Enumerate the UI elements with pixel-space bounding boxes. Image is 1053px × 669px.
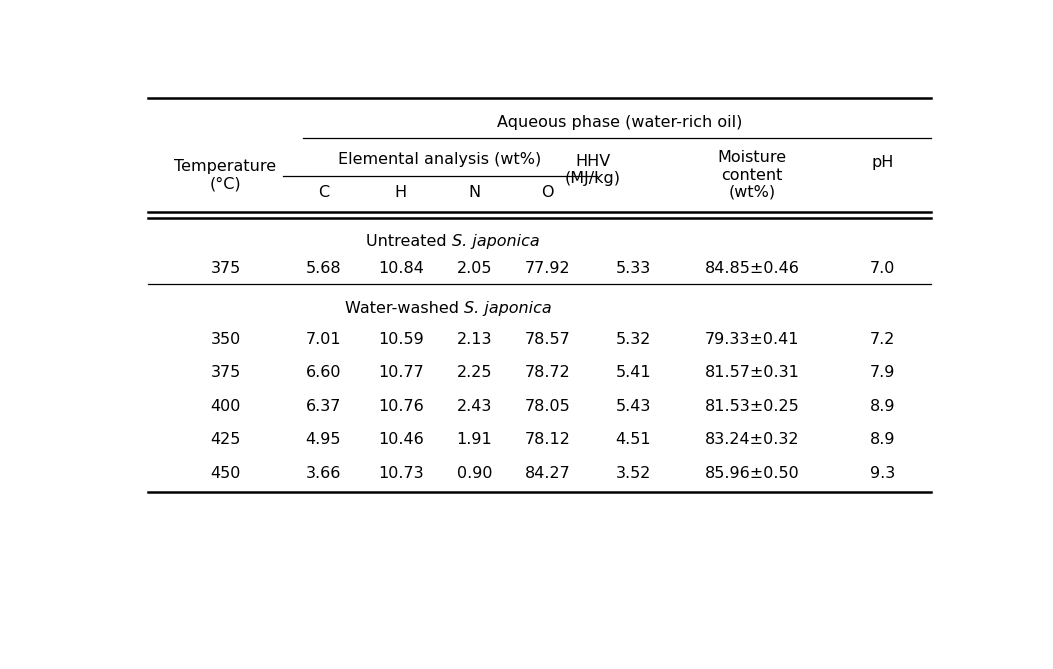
Text: 5.32: 5.32: [616, 332, 651, 347]
Text: 78.57: 78.57: [525, 332, 571, 347]
Text: 2.13: 2.13: [457, 332, 492, 347]
Text: 84.27: 84.27: [525, 466, 571, 481]
Text: 4.95: 4.95: [305, 432, 341, 448]
Text: 78.72: 78.72: [525, 365, 571, 381]
Text: Moisture
content
(wt%): Moisture content (wt%): [717, 150, 787, 200]
Text: 78.12: 78.12: [524, 432, 571, 448]
Text: 3.52: 3.52: [616, 466, 651, 481]
Text: 8.9: 8.9: [870, 432, 895, 448]
Text: 425: 425: [211, 432, 241, 448]
Text: 0.90: 0.90: [457, 466, 492, 481]
Text: 83.24±0.32: 83.24±0.32: [704, 432, 799, 448]
Text: 81.57±0.31: 81.57±0.31: [704, 365, 799, 381]
Text: 7.01: 7.01: [305, 332, 341, 347]
Text: 10.84: 10.84: [378, 261, 424, 276]
Text: 375: 375: [211, 365, 240, 381]
Text: 5.33: 5.33: [616, 261, 651, 276]
Text: 3.66: 3.66: [305, 466, 341, 481]
Text: S. japonica: S. japonica: [452, 233, 539, 248]
Text: 2.25: 2.25: [457, 365, 492, 381]
Text: pH: pH: [871, 155, 894, 170]
Text: 10.73: 10.73: [378, 466, 423, 481]
Text: 5.41: 5.41: [616, 365, 652, 381]
Text: Water-washed: Water-washed: [345, 301, 464, 316]
Text: 8.9: 8.9: [870, 399, 895, 414]
Text: 78.05: 78.05: [525, 399, 571, 414]
Text: 6.37: 6.37: [305, 399, 341, 414]
Text: 450: 450: [211, 466, 241, 481]
Text: 77.92: 77.92: [525, 261, 571, 276]
Text: 400: 400: [211, 399, 241, 414]
Text: 84.85±0.46: 84.85±0.46: [704, 261, 799, 276]
Text: 6.60: 6.60: [305, 365, 341, 381]
Text: 2.05: 2.05: [457, 261, 492, 276]
Text: 7.2: 7.2: [870, 332, 895, 347]
Text: 7.0: 7.0: [870, 261, 895, 276]
Text: 10.46: 10.46: [378, 432, 423, 448]
Text: 375: 375: [211, 261, 240, 276]
Text: O: O: [541, 185, 554, 199]
Text: 10.77: 10.77: [378, 365, 423, 381]
Text: 85.96±0.50: 85.96±0.50: [704, 466, 799, 481]
Text: 7.9: 7.9: [870, 365, 895, 381]
Text: H: H: [395, 185, 408, 199]
Text: 350: 350: [211, 332, 240, 347]
Text: 1.91: 1.91: [457, 432, 492, 448]
Text: 4.51: 4.51: [616, 432, 652, 448]
Text: S. japonica: S. japonica: [464, 301, 552, 316]
Text: N: N: [469, 185, 480, 199]
Text: Untreated: Untreated: [366, 233, 452, 248]
Text: 10.59: 10.59: [378, 332, 423, 347]
Text: 79.33±0.41: 79.33±0.41: [704, 332, 799, 347]
Text: HHV
(MJ/kg): HHV (MJ/kg): [564, 154, 620, 186]
Text: C: C: [318, 185, 329, 199]
Text: 2.43: 2.43: [457, 399, 492, 414]
Text: 5.68: 5.68: [305, 261, 341, 276]
Text: 10.76: 10.76: [378, 399, 423, 414]
Text: 9.3: 9.3: [870, 466, 895, 481]
Text: Aqueous phase (water-rich oil): Aqueous phase (water-rich oil): [497, 115, 742, 130]
Text: Elemental analysis (wt%): Elemental analysis (wt%): [338, 152, 541, 167]
Text: 5.43: 5.43: [616, 399, 651, 414]
Text: Temperature
(°C): Temperature (°C): [175, 159, 277, 192]
Text: 81.53±0.25: 81.53±0.25: [704, 399, 799, 414]
